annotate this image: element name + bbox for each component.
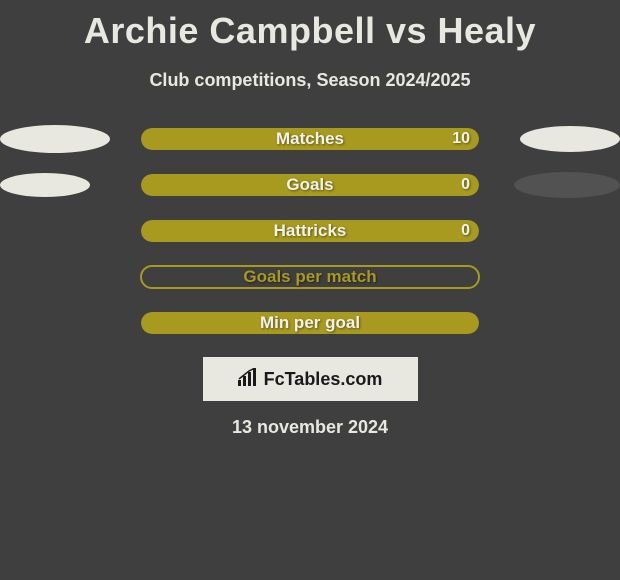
player-marker-right: [520, 126, 620, 152]
date-text: 13 november 2024: [0, 417, 620, 438]
player-marker-right: [514, 172, 620, 198]
stat-row: Min per goal: [0, 311, 620, 335]
stat-value: 0: [140, 173, 470, 197]
stat-row: Goals per match: [0, 265, 620, 289]
chart-icon: [238, 368, 260, 391]
player-marker-left: [0, 125, 110, 153]
stat-value: 10: [140, 127, 470, 151]
stat-row: Hattricks0: [0, 219, 620, 243]
stat-label: Min per goal: [140, 311, 480, 335]
page-subtitle: Club competitions, Season 2024/2025: [0, 70, 620, 91]
page-title: Archie Campbell vs Healy: [0, 0, 620, 52]
brand-text: FcTables.com: [264, 369, 383, 390]
comparison-infographic: Archie Campbell vs Healy Club competitio…: [0, 0, 620, 580]
stat-value: 0: [140, 219, 470, 243]
stat-label: Goals per match: [140, 265, 480, 289]
stat-row: Matches10: [0, 127, 620, 151]
brand-badge: FcTables.com: [203, 357, 418, 401]
stat-rows: Matches10 Goals0 Hattricks0 Goals per match…: [0, 127, 620, 335]
player-marker-left: [0, 173, 90, 197]
stat-row: Goals0: [0, 173, 620, 197]
